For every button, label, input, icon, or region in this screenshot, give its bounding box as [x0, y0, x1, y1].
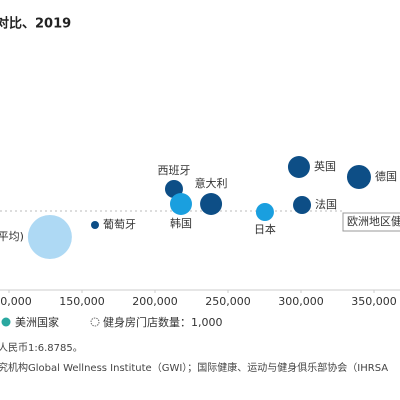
reference-box: [342, 212, 400, 232]
point-label: 葡萄牙: [103, 218, 136, 231]
bubble: [255, 203, 274, 221]
reference-label: 欧洲地区健: [347, 215, 400, 228]
point-label: 德国: [375, 169, 397, 183]
footnote: 人民币1:6.8785。: [0, 342, 83, 354]
point-label: 法国: [315, 197, 337, 211]
x-tick-label: 150,000: [59, 295, 105, 308]
point-label: 平均): [0, 230, 24, 243]
bubble: [287, 156, 310, 178]
bubble: [169, 193, 192, 215]
x-tick-label: 250,000: [205, 295, 251, 308]
legend-label: 健身房门店数量：1,000: [103, 315, 223, 329]
footnote: 究机构Global Wellness Institute（GWI）；国际健康、运…: [0, 361, 388, 374]
legend-label: 美洲国家: [15, 315, 59, 329]
point-label: 韩国: [170, 216, 192, 230]
x-tick-label: 200,000: [132, 295, 178, 308]
x-tick-label: 100,000: [0, 295, 32, 308]
legend-swatch: [1, 317, 11, 327]
x-tick-label: 300,000: [278, 295, 324, 308]
bubble: [200, 193, 223, 215]
point-label: 西班牙: [157, 164, 190, 177]
point-label: 日本: [254, 222, 276, 236]
bubble: [27, 215, 72, 259]
bubble: [90, 221, 99, 229]
legend-size: [90, 317, 100, 327]
bubble: [346, 165, 371, 189]
x-tick-label: 350,000: [351, 295, 397, 308]
bubble: [293, 196, 312, 214]
chart-title: 对比、2019: [0, 16, 71, 32]
point-label: 意大利: [195, 176, 228, 190]
point-label: 英国: [314, 159, 336, 173]
